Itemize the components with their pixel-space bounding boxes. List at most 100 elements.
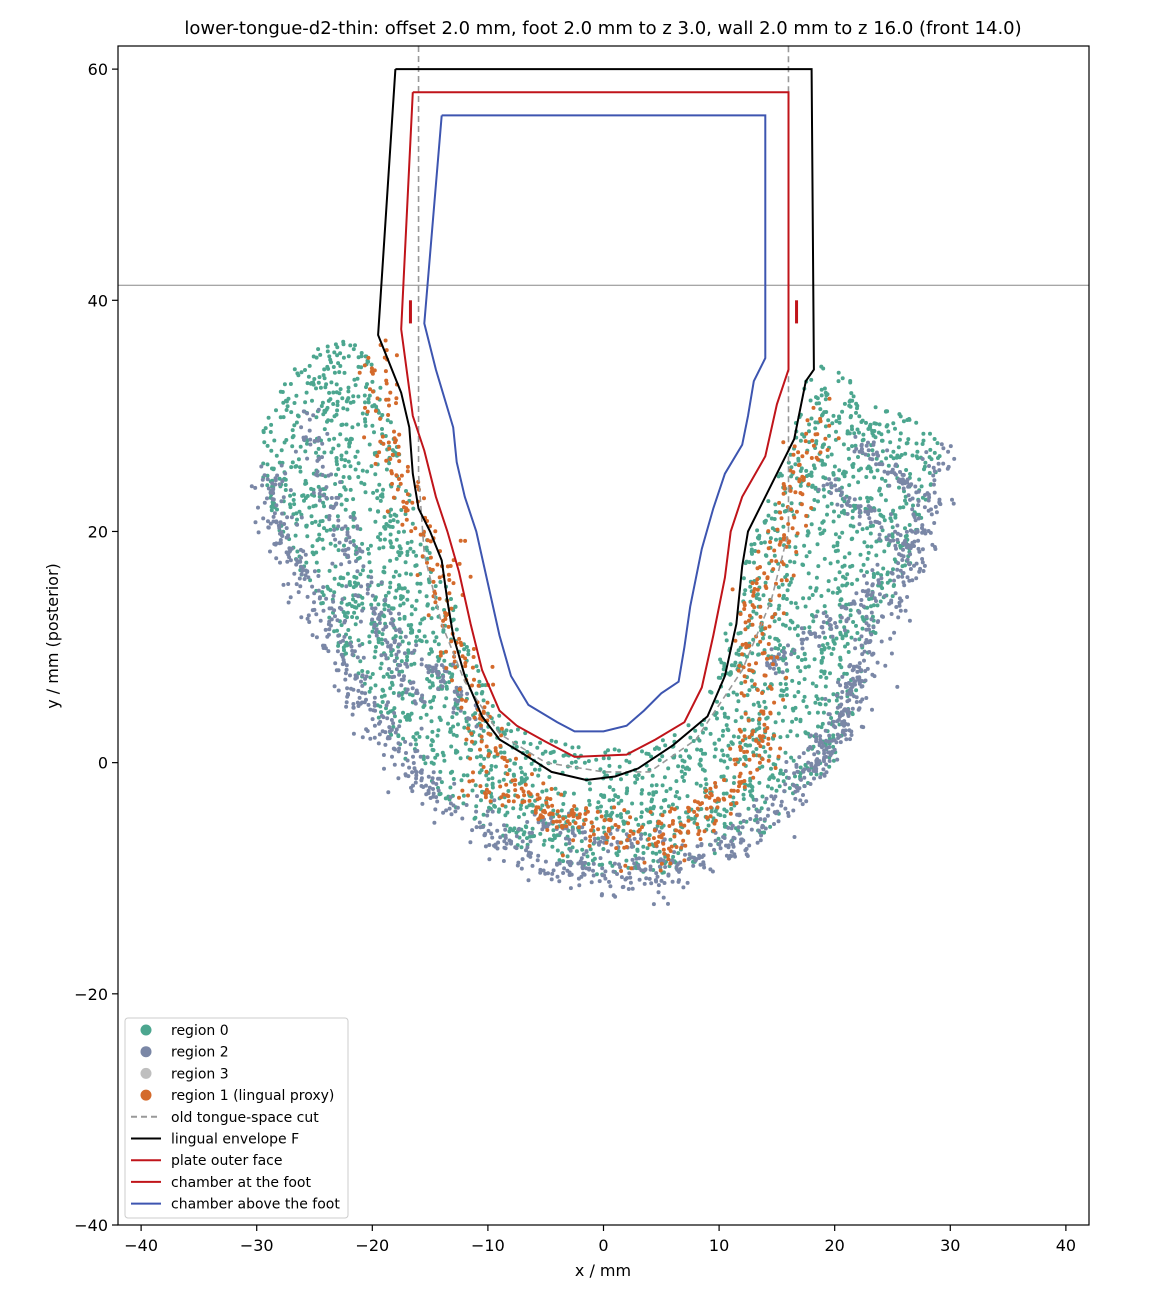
region0-point [900,564,905,569]
region0-point [370,379,375,384]
region0-point [339,600,344,605]
region1-point [388,390,393,395]
region1-point [388,457,393,461]
region0-point [369,362,374,367]
region0-point [362,393,367,398]
region0-point [871,575,876,579]
region1-point [750,669,755,674]
region0-point [732,663,737,668]
region1-point [782,533,787,538]
region2-point [360,608,365,613]
region2-point [860,450,865,455]
region0-point [835,559,840,564]
region0-point [709,809,714,814]
region1-point [387,403,391,408]
region2-point [337,540,342,545]
region1-point [415,484,420,489]
region0-point [850,463,855,468]
region0-point [549,837,554,842]
region2-point [396,693,401,698]
region0-point [573,759,578,764]
region1-point [686,809,691,814]
region0-point [345,615,349,620]
region2-point [839,695,844,700]
region0-point [736,631,741,636]
region1-point [748,770,753,775]
region2-point [393,658,398,663]
region2-point [719,839,724,844]
region0-point [403,560,408,565]
region2-point [921,569,926,573]
region0-point [538,740,543,745]
region0-point [347,580,352,584]
region2-point [611,869,616,874]
region2-point [343,524,348,529]
region1-point [483,791,487,796]
region2-point [436,673,441,678]
region0-point [878,599,883,604]
y-tick-label: −40 [74,1216,108,1235]
region0-point [831,544,836,549]
region2-point [405,687,410,692]
region2-point [783,769,788,773]
region0-point [881,514,886,519]
region2-point [833,477,838,482]
region0-point [413,737,418,742]
region2-point [802,775,807,780]
region2-point [815,757,820,762]
region2-point [762,817,767,822]
region2-point [329,496,334,500]
region0-point [820,412,825,417]
region2-point [853,646,858,651]
region0-point [380,632,385,637]
region0-point [854,688,859,693]
region2-point [316,588,321,593]
region0-point [874,421,879,426]
region2-point [683,852,687,857]
region1-point [437,575,442,580]
region0-point [794,717,799,721]
region1-point [493,746,498,751]
region0-point [699,722,704,727]
region2-point [394,667,399,672]
region2-point [410,770,415,775]
region2-point [414,643,419,648]
region0-point [822,494,827,499]
region2-point [503,833,508,838]
region0-point [417,734,422,739]
region2-point [310,633,315,638]
region2-point [929,507,933,512]
region2-point [433,807,438,812]
region0-point [650,797,654,802]
region2-point [391,721,396,726]
region0-point [657,746,661,751]
region1-point [692,809,697,814]
region1-point [482,705,487,710]
region0-point [314,386,318,391]
region2-point [782,650,787,655]
region2-point [414,773,419,778]
legend-entry: region 2 [140,1045,229,1061]
region0-point [675,790,679,794]
region2-point [274,503,279,508]
lingual-envelope-f [377,68,815,782]
region1-point [449,606,454,611]
region2-point [385,736,390,741]
region0-point [602,770,607,775]
region1-point [738,748,743,752]
region0-point [561,859,566,864]
region2-point [819,740,824,745]
region0-point [345,610,350,615]
region2-point [364,674,369,679]
region0-point [438,791,443,796]
region0-point [621,828,626,833]
region0-point [721,791,726,796]
region0-point [427,551,432,555]
region0-point [271,466,276,471]
region0-point [378,531,383,536]
region1-point [463,538,468,543]
region0-point [490,704,495,708]
region0-point [897,485,901,490]
region0-point [430,673,434,678]
region0-point [551,828,556,833]
